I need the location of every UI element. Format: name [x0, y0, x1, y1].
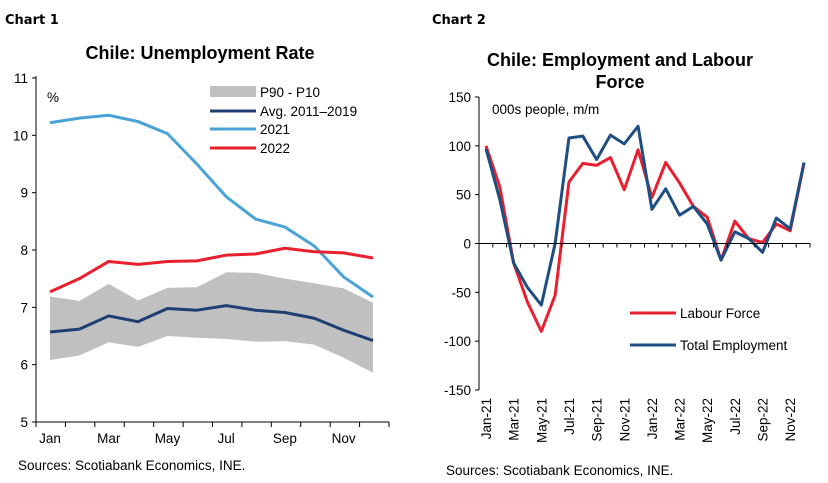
chart2-header: Chart 2 [432, 13, 486, 28]
y-tick-label: 10 [13, 128, 28, 143]
x-tick-label: Mar [97, 431, 121, 446]
chart1-source: Sources: Scotiabank Economics, INE. [18, 458, 245, 473]
series-line-0 [49, 304, 374, 343]
chart2-source: Sources: Scotiabank Economics, INE. [446, 463, 673, 478]
legend-label-1: 2021 [260, 122, 290, 137]
legend-label-1: Total Employment [680, 338, 788, 353]
x-tick-label: Nov-22 [783, 398, 798, 442]
x-tick-label: Sep-22 [756, 398, 771, 442]
y-tick-label: -50 [451, 285, 471, 300]
series-line-1 [49, 113, 374, 299]
chart1-title: Chile: Unemployment Rate [85, 43, 314, 63]
y-tick-label: 11 [14, 71, 28, 86]
x-tick-label: May [155, 431, 181, 446]
x-tick-label: Sep-21 [590, 398, 605, 442]
y-tick-label: 0 [463, 237, 471, 252]
y-tick-label: 8 [20, 243, 28, 258]
y-tick-label: 150 [448, 90, 471, 105]
x-tick-label: Jan-21 [479, 398, 494, 439]
series-line-1 [484, 124, 806, 307]
chart2-title-line2: Force [595, 72, 644, 92]
x-tick-label: Jul [218, 431, 235, 446]
chart2-title-line1: Chile: Employment and Labour [487, 50, 753, 70]
legend-swatch-band [210, 86, 256, 97]
x-tick-label: Mar-21 [507, 398, 522, 441]
chart1-unit-label: % [47, 90, 59, 105]
y-tick-label: 100 [448, 139, 471, 154]
x-tick-label: May-22 [700, 398, 715, 443]
legend-label-0: Labour Force [680, 306, 760, 321]
x-tick-label: Nov-21 [617, 398, 632, 442]
x-tick-label: Jul-21 [562, 398, 577, 435]
x-tick-label: May-21 [534, 398, 549, 443]
y-tick-label: 6 [20, 358, 28, 373]
x-tick-label: Mar-22 [673, 398, 688, 441]
legend-label-band: P90 - P10 [260, 85, 320, 100]
y-tick-label: 7 [20, 300, 28, 315]
chart1-plot: 5 6 7 8 9 10 11 Jan Mar May Jul Sep Nov P90 - P10 Avg.… [13, 71, 390, 446]
chart1-header: Chart 1 [5, 13, 59, 28]
y-tick-label: 9 [20, 186, 28, 201]
x-tick-label: Nov [332, 431, 356, 446]
x-tick-label: Jul-22 [728, 398, 743, 435]
p90-p10-band [50, 272, 373, 373]
x-tick-label: Sep [273, 431, 297, 446]
y-tick-label: 5 [20, 415, 28, 430]
y-tick-label: -150 [444, 383, 471, 398]
x-tick-label: Jan [39, 431, 61, 446]
legend-label-2: 2022 [260, 141, 290, 156]
x-tick-label: Jan-22 [645, 398, 660, 439]
legend-label-0: Avg. 2011–2019 [260, 104, 357, 119]
chart2-unit-label: 000s people, m/m [492, 102, 599, 117]
chart2-plot: -150 -100 -50 0 50 100 150 Jan-21 Mar-21 May-21 Ju… [444, 90, 811, 443]
series-line-2 [49, 246, 374, 294]
y-tick-label: 50 [456, 188, 471, 203]
y-tick-label: -100 [444, 334, 471, 349]
